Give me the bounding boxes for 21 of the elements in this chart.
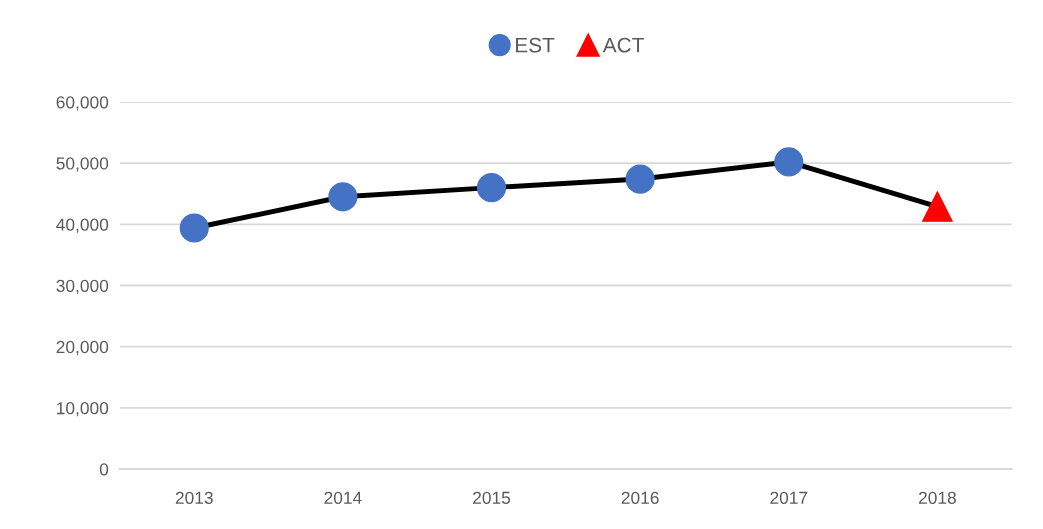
y-tick-label: 50,000 — [56, 157, 109, 172]
legend-label: EST — [516, 37, 555, 53]
x-tick-label: 2014 — [324, 491, 362, 504]
point — [625, 164, 655, 194]
y-tick-label: 40,000 — [56, 218, 109, 233]
legend-label: ACT — [602, 37, 644, 53]
y-tick-label: 60,000 — [56, 96, 109, 111]
x-tick-label: 2018 — [918, 491, 956, 504]
point — [774, 147, 804, 177]
y-tick-label: 0 — [99, 463, 109, 476]
point — [476, 173, 507, 203]
point — [328, 182, 358, 212]
y-tick-label: 20,000 — [56, 340, 109, 356]
y-tick-label: 30,000 — [56, 279, 109, 295]
point — [922, 191, 953, 222]
x-tick-label: 2015 — [473, 491, 511, 504]
x-tick-label: 2013 — [175, 491, 213, 504]
x-tick-label: 2017 — [770, 491, 808, 504]
y-tick-label: 10,000 — [57, 402, 109, 417]
point — [179, 213, 209, 243]
x-tick-label: 2016 — [621, 491, 659, 504]
